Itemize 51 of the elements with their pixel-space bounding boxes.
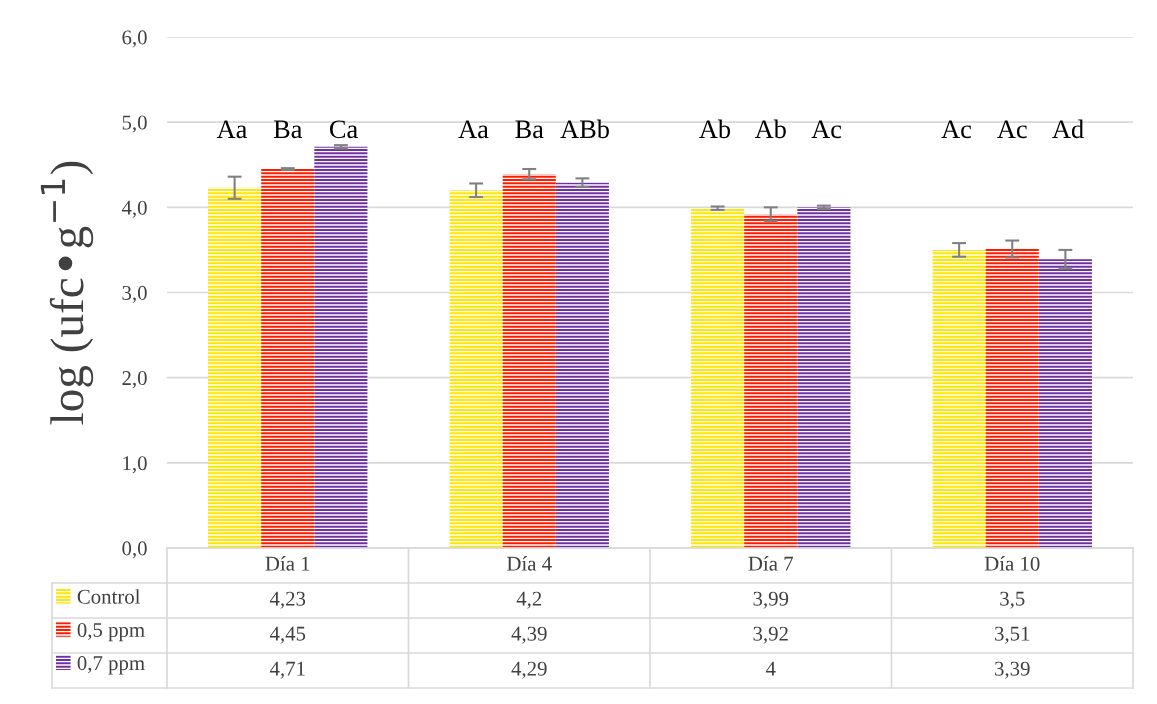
y-tick-label: 6,0 [122,30,147,48]
y-tick-label: 2,0 [122,371,147,389]
bar [1038,259,1092,548]
text: 3,39 [995,661,1030,679]
bar [797,207,851,548]
bar [314,146,368,548]
text: 3,5 [1000,591,1025,609]
legend-label: 0,7 ppm [77,656,145,675]
text: 3,51 [995,626,1030,644]
y-tick-label: 3,0 [122,285,147,303]
text: 3,99 [753,591,789,609]
bar [261,169,315,548]
annotation: Ac [811,120,842,139]
annotation: Aa [458,120,489,139]
text: 4,2 [516,591,542,609]
bar [449,190,503,548]
annotation: Ac [997,120,1027,139]
text: 4,29 [511,661,547,679]
bar [744,214,798,548]
annotation: Ab [699,119,731,139]
annotation: Ac [941,120,972,139]
bar [691,208,745,548]
x-tick-label: Día 1 [265,556,310,571]
y-tick-label: 1,0 [123,456,147,474]
y-axis-title: log (ufc•g$^{−1}$) [40,161,94,425]
text: 4 [765,661,776,676]
annotation: Ba [273,120,303,139]
legend-label: Control [77,589,141,604]
y-tick-label: 0,0 [122,541,147,559]
annotation: Aa [216,120,247,139]
bar [208,187,262,548]
x-tick-label: Día 7 [748,556,793,571]
annotation: ABb [560,119,609,139]
bar [932,249,986,548]
y-tick-label: 5,0 [122,115,147,133]
x-tick-label: Día 10 [984,556,1040,571]
text: 4,71 [269,661,305,679]
annotation: Ab [754,119,786,139]
bar [985,249,1039,548]
legend-label: 0,5 ppm [77,622,145,642]
text: 4,45 [269,626,306,644]
y-tick-label: 4,0 [121,200,147,218]
bar [555,182,609,548]
text: 4,39 [511,626,547,644]
text: 3,92 [753,626,788,644]
annotation: Ca [329,120,358,139]
text: 4,23 [269,591,306,609]
x-tick-label: Día 4 [507,556,552,571]
annotation: Ad [1052,119,1084,139]
annotation: Ba [515,120,544,139]
bar [502,174,556,548]
